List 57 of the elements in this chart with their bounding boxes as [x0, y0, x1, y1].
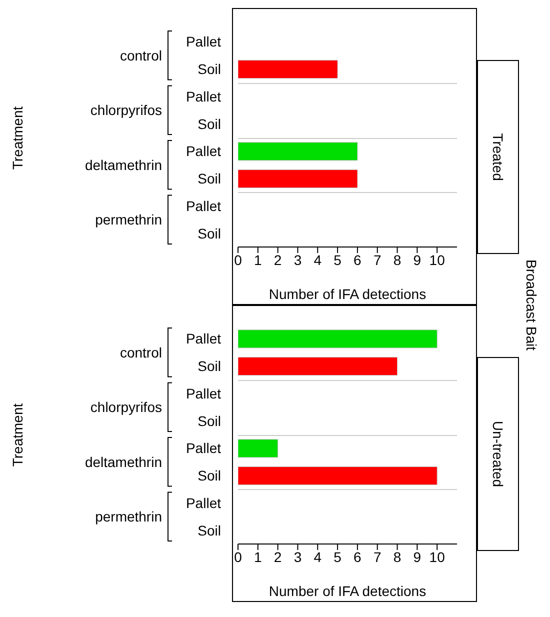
- y-axis-title: Treatment: [10, 106, 26, 170]
- x-tick-label: 10: [429, 548, 446, 565]
- x-tick-label: 0: [234, 252, 242, 268]
- text: permethrin: [95, 508, 162, 525]
- y-tick-label: Pallet: [186, 198, 222, 214]
- y-tick-label: Soil: [198, 170, 221, 187]
- text: permethrin: [95, 212, 162, 228]
- x-tick-label: 10: [429, 252, 446, 268]
- text: chlorpyrifos: [90, 102, 162, 118]
- y-tick-label: Pallet: [186, 88, 222, 104]
- y2-axis-title: Treated: [490, 133, 506, 181]
- text: control: [120, 344, 162, 360]
- y-tick-label: Soil: [198, 412, 221, 429]
- text: deltamethrin: [84, 156, 162, 173]
- y2-axis-title: Un-treated: [490, 420, 506, 488]
- x-tick-label: 1: [254, 252, 262, 268]
- y-tick-label: Soil: [198, 225, 221, 242]
- x-tick-label: 8: [393, 548, 402, 565]
- y-tick-label: Soil: [198, 116, 221, 132]
- x-tick-label: 6: [354, 548, 362, 565]
- text: deltamethrin: [84, 454, 162, 470]
- y-tick-label: Pallet: [186, 440, 222, 456]
- x-tick-label: 4: [314, 548, 322, 565]
- x-tick-label: 4: [314, 252, 322, 268]
- y-tick-label: Soil: [198, 522, 221, 538]
- x-tick-label: 5: [334, 252, 342, 268]
- text: chlorpyrifos: [90, 399, 162, 416]
- y-tick-label: Pallet: [186, 34, 222, 50]
- bar: [238, 330, 438, 348]
- bar: [238, 439, 278, 458]
- y-tick-label: Pallet: [186, 330, 222, 347]
- y-tick-label: Pallet: [186, 143, 222, 160]
- x-tick-label: 9: [413, 252, 422, 268]
- x-tick-label: 6: [354, 252, 362, 268]
- x-tick-label: 9: [413, 548, 422, 565]
- x-tick-label: 8: [393, 252, 402, 268]
- x-axis-title: Number of IFA detections: [268, 583, 426, 599]
- y-tick-label: Soil: [198, 358, 221, 374]
- x-tick-label: 0: [234, 548, 242, 565]
- y-axis-title: Treatment: [10, 402, 26, 466]
- y-tick-label: Soil: [198, 61, 221, 78]
- x-tick-label: 2: [274, 252, 282, 268]
- x-tick-label: 2: [274, 548, 282, 565]
- x-tick-label: 3: [294, 252, 302, 268]
- x-tick-label: 7: [373, 548, 382, 565]
- bar: [238, 466, 438, 486]
- y-tick-label: Pallet: [186, 385, 222, 402]
- x-axis-title: Number of IFA detections: [268, 286, 426, 302]
- x-tick-label: 5: [334, 548, 342, 565]
- bar: [238, 357, 398, 376]
- x-tick-label: 7: [373, 252, 382, 268]
- x-tick-label: 3: [294, 548, 302, 565]
- text: Broadcast Bait: [524, 259, 540, 351]
- x-tick-label: 1: [254, 548, 262, 565]
- y-tick-label: Soil: [198, 468, 221, 484]
- text: control: [120, 47, 162, 64]
- y-tick-label: Pallet: [186, 494, 222, 511]
